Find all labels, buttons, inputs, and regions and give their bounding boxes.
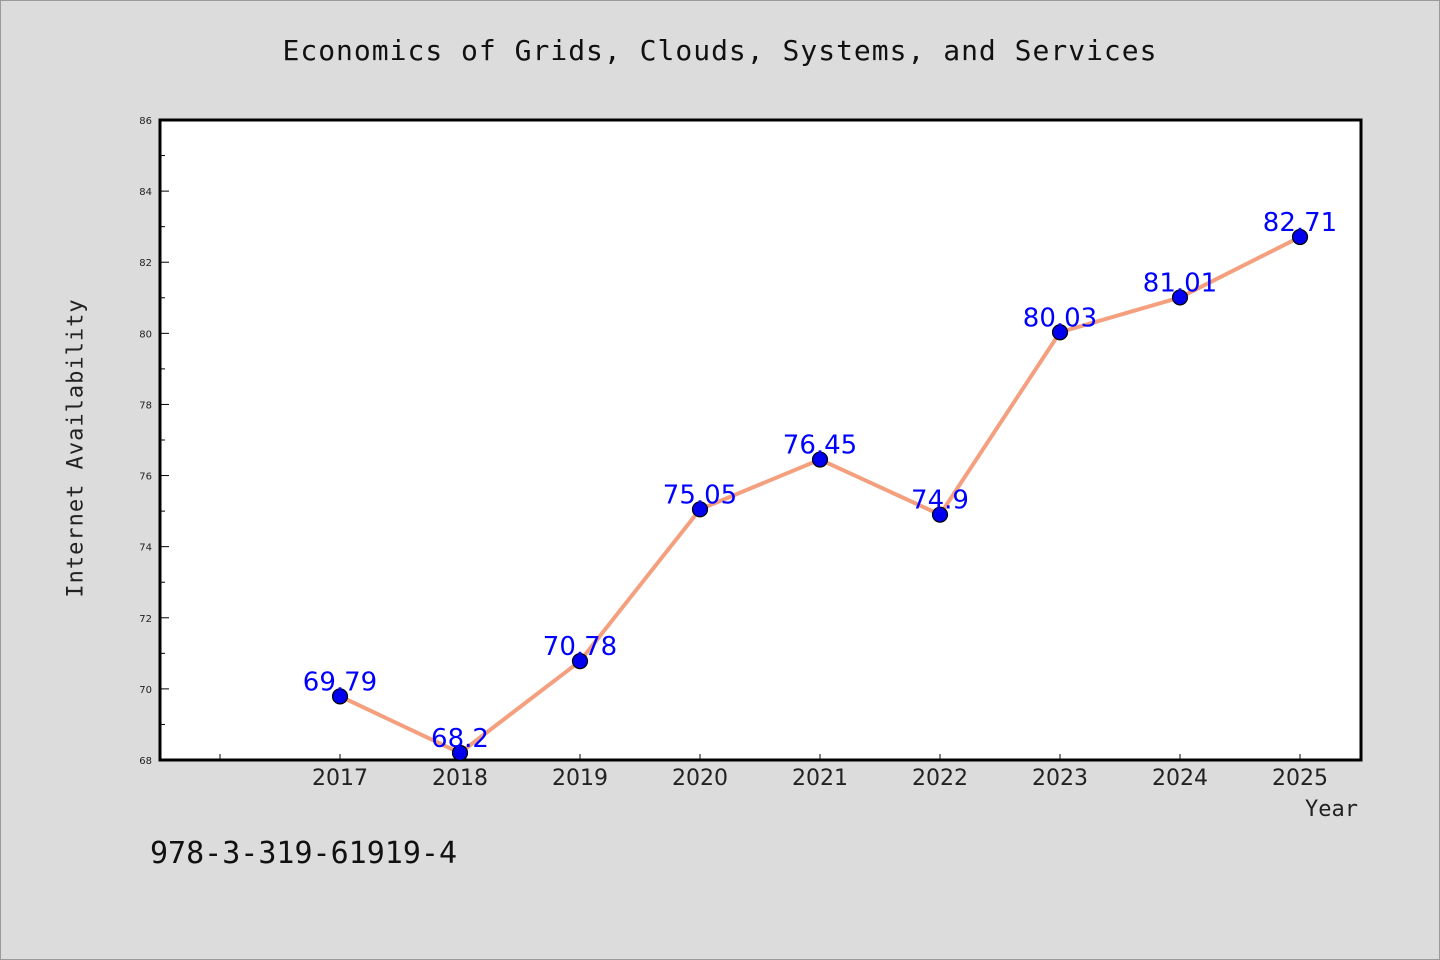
y-tick-label: 72: [139, 614, 152, 625]
x-tick-label: 2021: [792, 766, 848, 791]
x-tick-label: 2020: [672, 766, 728, 791]
isbn-text: 978-3-319-61919-4: [150, 836, 458, 871]
data-point: [1171, 289, 1189, 306]
data-label: 70.78: [543, 632, 617, 662]
data-label: 82.71: [1263, 208, 1337, 238]
data-labels: 69.79 68.2 70.78 75.05 76.45 74.9 80.03 81.01 82…: [303, 208, 1337, 754]
y-tick-label: 76: [139, 472, 152, 483]
data-label: 68.2: [431, 724, 489, 754]
data-point: [331, 688, 349, 705]
data-point: [571, 653, 589, 670]
y-tick-label: 74: [139, 543, 152, 554]
x-axis-ticks: 2017 2018 2019 2020 2021 2022 2023 2024 2025: [219, 754, 1328, 791]
data-point: [811, 451, 829, 468]
data-point: [691, 501, 709, 518]
y-tick-label: 86: [139, 116, 152, 127]
y-axis-ticks: 68 70 72 74 76 78 80 82 84 86: [139, 116, 169, 767]
y-tick-label: 68: [139, 756, 152, 767]
data-label: 81.01: [1143, 268, 1217, 298]
y-tick-label: 80: [139, 329, 152, 340]
data-label: 80.03: [1023, 303, 1097, 333]
data-point: [1051, 324, 1069, 341]
data-points: [331, 228, 1309, 761]
data-point: [1291, 228, 1309, 246]
x-tick-label: 2024: [1152, 766, 1208, 791]
x-tick-label: 2023: [1032, 766, 1088, 791]
y-tick-label: 70: [139, 685, 152, 696]
chart-title: Economics of Grids, Clouds, Systems, and…: [282, 34, 1158, 67]
x-axis-label: Year: [1305, 797, 1358, 822]
data-label: 69.79: [303, 667, 377, 697]
x-tick-label: 2017: [312, 766, 368, 791]
data-label: 76.45: [783, 431, 857, 461]
y-tick-label: 84: [139, 187, 152, 198]
data-point: [451, 744, 469, 761]
x-tick-label: 2019: [552, 766, 608, 791]
x-tick-label: 2022: [912, 766, 968, 791]
data-label: 74.9: [911, 486, 969, 516]
data-point: [931, 506, 949, 523]
data-label: 75.05: [663, 480, 737, 510]
y-tick-label: 78: [139, 400, 152, 411]
x-tick-label: 2018: [432, 766, 488, 791]
y-tick-label: 82: [139, 258, 152, 269]
plot-area: [158, 118, 1363, 762]
x-tick-label: 2025: [1272, 766, 1328, 791]
